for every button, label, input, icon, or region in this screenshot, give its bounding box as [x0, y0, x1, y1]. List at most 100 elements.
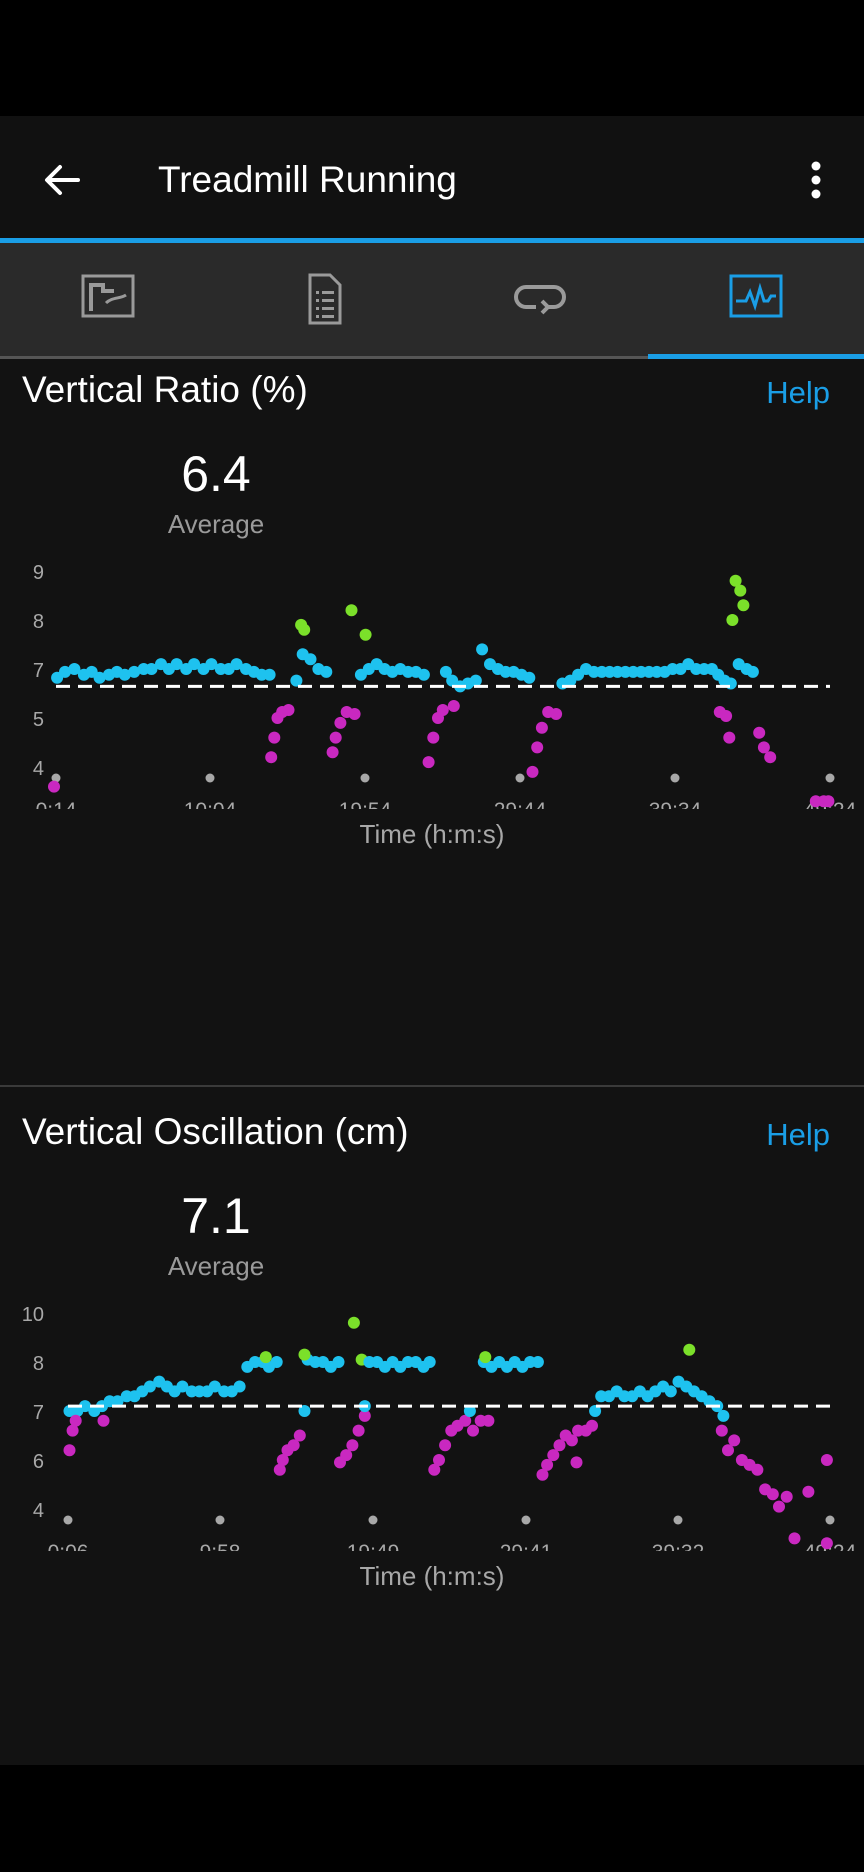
tab-details[interactable] [216, 243, 432, 359]
data-point [329, 731, 342, 744]
data-point [170, 658, 183, 671]
data-point [526, 765, 539, 778]
data-point [417, 668, 430, 681]
data-point [723, 731, 736, 744]
data-point [436, 704, 449, 716]
section-divider [0, 1085, 864, 1087]
data-point [565, 1434, 578, 1447]
x-tick-label: 0:14 [36, 799, 77, 809]
data-point [282, 704, 295, 716]
data-point [535, 721, 548, 734]
lap-loop-icon [514, 285, 566, 315]
data-point [822, 795, 835, 808]
data-point [69, 1414, 82, 1427]
vertical-oscillation-title: Vertical Oscillation (cm) [22, 1111, 409, 1152]
data-point [751, 1463, 764, 1476]
x-tick-label: 29:44 [494, 799, 547, 809]
active-tab-indicator [648, 354, 864, 359]
x-tick-dot [673, 1515, 683, 1525]
vertical-ratio-average-label: Average [167, 509, 265, 539]
data-point [764, 751, 777, 764]
status-bar [0, 0, 864, 116]
data-point [433, 1454, 445, 1466]
data-point [439, 1439, 452, 1452]
data-point [290, 674, 303, 687]
vertical-ratio-x-axis-title: Time (h:m:s) [359, 819, 505, 849]
data-point [463, 1405, 476, 1417]
x-tick-dot [368, 1515, 378, 1525]
data-point [93, 671, 106, 684]
data-point [143, 1380, 156, 1393]
data-point [298, 1405, 311, 1417]
data-point [476, 643, 489, 656]
vertical-oscillation-x-axis-title: Time (h:m:s) [359, 1561, 505, 1591]
data-point [722, 1444, 734, 1457]
data-point [263, 668, 276, 681]
data-point [766, 1488, 779, 1501]
data-point [334, 716, 347, 729]
data-point [715, 1424, 728, 1437]
data-point [439, 665, 452, 678]
data-point [352, 1424, 365, 1437]
navigation-bar [0, 1765, 864, 1872]
data-point [293, 1429, 306, 1442]
data-point [422, 756, 435, 769]
data-point [298, 623, 311, 636]
activity-chart-icon [729, 274, 783, 318]
y-tick-label: 6 [33, 1451, 44, 1473]
app-bar: Treadmill Running [0, 116, 864, 240]
vertical-ratio-help-link[interactable]: Help [766, 375, 830, 410]
data-point [773, 1500, 785, 1513]
data-point [536, 1468, 549, 1481]
tab-charts[interactable] [648, 243, 864, 359]
data-point [780, 1490, 793, 1503]
back-arrow-icon[interactable] [38, 156, 86, 204]
data-point [259, 1351, 272, 1364]
data-point [523, 671, 536, 684]
data-point [340, 1449, 353, 1462]
data-point [208, 1380, 221, 1393]
data-point [734, 584, 747, 597]
data-point [345, 604, 358, 617]
data-point [550, 708, 563, 720]
data-point [531, 1356, 544, 1368]
data-point [423, 1356, 436, 1368]
data-point [589, 1405, 602, 1417]
vertical-ratio-title: Vertical Ratio (%) [22, 369, 308, 410]
data-point [268, 731, 281, 744]
x-tick-label: 39:34 [649, 799, 702, 809]
data-point [265, 751, 278, 764]
vertical-ratio-chart: 9875430:1410:0419:5429:4439:3449:24 [33, 562, 857, 809]
data-point [48, 780, 60, 793]
data-point [737, 599, 750, 612]
data-point [304, 653, 317, 666]
x-tick-dot [63, 1515, 73, 1525]
data-point [358, 1409, 371, 1422]
data-point [447, 700, 460, 712]
data-point [298, 1348, 311, 1361]
data-point [720, 710, 733, 722]
data-point [570, 1456, 583, 1469]
data-point [111, 1395, 124, 1408]
more-options-icon[interactable] [798, 156, 834, 204]
data-point [788, 1532, 801, 1545]
tab-overview[interactable] [0, 243, 216, 359]
data-point [273, 1463, 286, 1476]
vertical-oscillation-help-link[interactable]: Help [766, 1117, 830, 1152]
x-tick-label: 0:06 [48, 1541, 89, 1551]
data-point [205, 658, 218, 671]
y-tick-label: 5 [33, 709, 44, 731]
x-tick-dot [360, 773, 370, 783]
data-point [230, 658, 243, 671]
data-point [347, 1316, 360, 1329]
data-point [287, 1439, 300, 1452]
data-point [348, 708, 361, 720]
data-point [531, 741, 544, 754]
y-tick-label: 8 [33, 1353, 44, 1375]
y-tick-label: 10 [22, 1304, 44, 1326]
data-point [118, 668, 131, 681]
tab-divider [0, 356, 648, 359]
data-point [66, 1424, 79, 1437]
vertical-oscillation-average-label: Average [167, 1251, 265, 1281]
tab-laps[interactable] [432, 243, 648, 359]
